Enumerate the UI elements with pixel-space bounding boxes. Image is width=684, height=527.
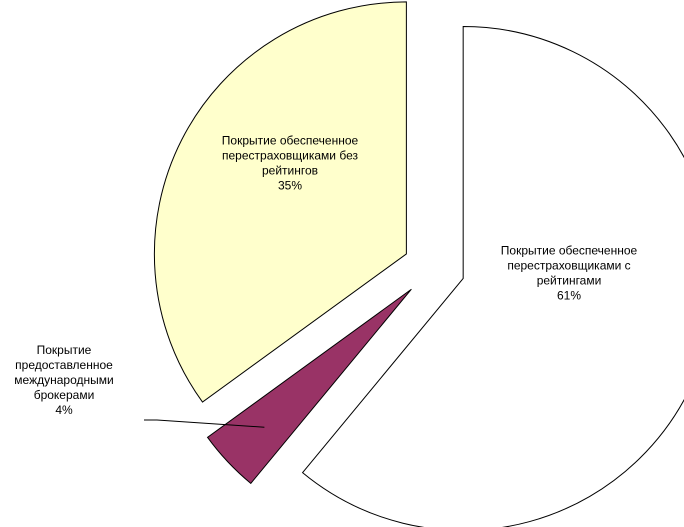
- slice-label-line-2-0: Покрытие обеспеченное: [222, 134, 359, 148]
- slice-label-line-1-0: Покрытие: [37, 343, 92, 357]
- slice-label-line-1-2: международными: [14, 373, 113, 387]
- slice-label-2: Покрытие обеспеченное перестраховщиками б…: [222, 134, 359, 193]
- slice-label-line-2-1: перестраховщиками без: [222, 149, 358, 163]
- pie-slice-0: [301, 25, 684, 527]
- slice-value-label-2: 35%: [278, 179, 302, 193]
- slice-label-line-0-2: рейтингами: [537, 274, 602, 288]
- slice-label-line-0-1: перестраховщиками с: [507, 259, 630, 273]
- slice-label-line-2-2: рейтингов: [262, 164, 318, 178]
- slice-label-line-0-0: Покрытие обеспеченное: [501, 244, 638, 258]
- slice-label-1: Покрытие предоставленное международными бро…: [14, 343, 113, 417]
- leader-line-slice-1: [144, 419, 265, 428]
- slice-value-label-0: 61%: [557, 289, 581, 303]
- slice-label-line-1-1: предоставленное: [15, 358, 113, 372]
- slice-value-label-1: 4%: [55, 403, 73, 417]
- slice-label-0: Покрытие обеспеченное перестраховщиками с…: [501, 244, 638, 303]
- pie-slice-2: [153, 1, 407, 403]
- pie-slice-1: [206, 288, 412, 485]
- slice-label-line-1-3: брокерами: [34, 388, 95, 402]
